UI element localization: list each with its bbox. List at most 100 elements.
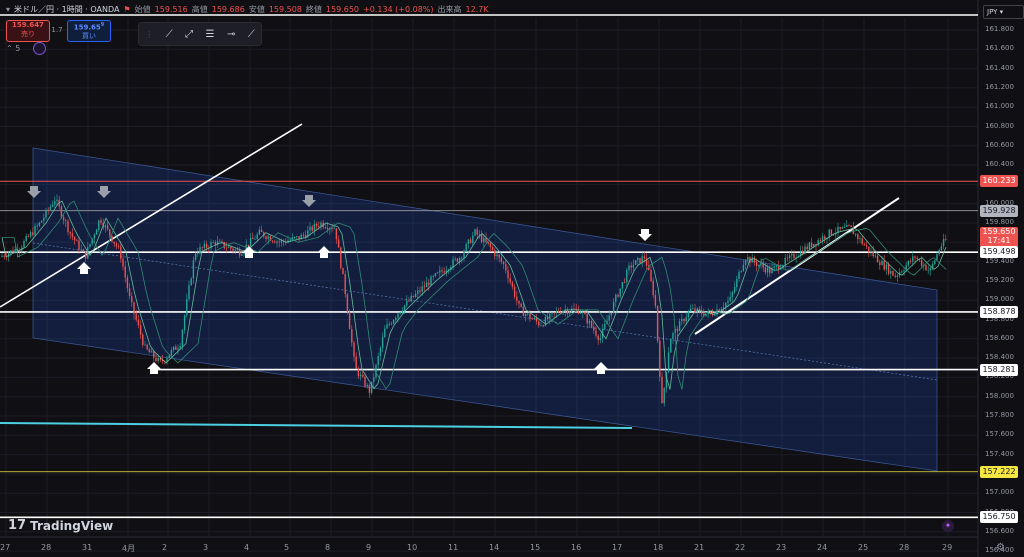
candle-body: [126, 277, 129, 289]
chart-settings-gear-icon[interactable]: ⚙: [996, 542, 1005, 553]
candle-body: [324, 227, 327, 228]
collapse-icon[interactable]: ▾: [6, 4, 11, 14]
horizontal-ray-icon[interactable]: ⊸: [226, 28, 236, 40]
candle-body: [170, 350, 173, 356]
candle-body: [159, 358, 162, 360]
candle-body: [808, 242, 811, 250]
candle-body: [621, 282, 624, 289]
candle-body: [835, 232, 837, 235]
candle-body: [821, 236, 824, 241]
candle-body: [192, 259, 195, 279]
candle-body: [720, 308, 723, 312]
extended-line-icon[interactable]: ⟋: [247, 28, 255, 40]
candle-body: [806, 246, 808, 250]
x-tick-label: 4月: [122, 544, 136, 553]
candle-body: [549, 313, 551, 320]
candle-body: [850, 225, 852, 228]
indicators-toggle[interactable]: ⌃ 5: [6, 44, 21, 53]
candle-body: [51, 204, 54, 207]
candle-body: [201, 247, 203, 249]
candle-body: [709, 311, 712, 314]
candle-body: [830, 229, 833, 235]
candle-body: [529, 313, 531, 319]
candle-body: [903, 270, 905, 272]
candle-body: [456, 258, 459, 262]
candle-body: [443, 271, 445, 273]
dots-handle-icon[interactable]: ⋮: [145, 29, 154, 39]
symbol-title[interactable]: 米ドル／円 · 1時間 · OANDA: [14, 4, 120, 14]
candle-body: [346, 294, 349, 313]
candle-body: [340, 247, 342, 268]
y-tick-label: 159.200: [985, 275, 1014, 284]
candle-body: [5, 256, 8, 258]
sell-button[interactable]: 159.647 売り: [6, 20, 50, 42]
candle-body: [777, 265, 780, 270]
candle-body: [692, 308, 694, 310]
candle-body: [784, 257, 786, 266]
candle-body: [905, 265, 907, 271]
candle-body: [802, 250, 804, 254]
candle-body: [599, 337, 602, 340]
y-tick-label: 159.000: [985, 295, 1014, 304]
candle-body: [478, 234, 481, 236]
candle-body: [744, 260, 747, 265]
candle-body: [117, 246, 120, 248]
candle-body: [940, 246, 943, 251]
candle-body: [861, 238, 863, 245]
price-tag: 159.650 17:41: [980, 227, 1018, 248]
candle-body: [654, 295, 657, 306]
candle-body: [483, 237, 485, 243]
x-tick-label: 18: [653, 543, 664, 552]
candle-body: [318, 226, 320, 227]
candle-body: [428, 282, 430, 286]
price-tag: 160.233: [980, 175, 1018, 188]
candle-body: [461, 257, 463, 259]
candle-body: [608, 315, 610, 321]
candle-body: [40, 220, 43, 223]
candle-body: [56, 199, 58, 201]
candle-body: [586, 314, 588, 324]
candle-body: [914, 256, 916, 258]
candle-body: [491, 247, 494, 250]
candle-body: [54, 200, 56, 205]
buy-button[interactable]: 159.659 買い: [67, 20, 111, 42]
ray-icon[interactable]: ⤢: [185, 28, 194, 40]
candle-body: [685, 317, 687, 322]
sparkle-icon[interactable]: ✦: [942, 520, 954, 532]
candle-body: [384, 328, 386, 338]
candle-body: [610, 312, 613, 316]
candle-body: [615, 294, 617, 302]
candle-body: [274, 241, 276, 243]
currency-selector[interactable]: JPY ▾: [983, 5, 1024, 19]
candle-body: [373, 377, 375, 382]
parallel-channel-icon[interactable]: ☰: [205, 28, 215, 40]
candle-body: [254, 238, 256, 240]
y-tick-label: 157.400: [985, 449, 1014, 458]
candle-body: [430, 276, 432, 286]
candle-body: [390, 323, 393, 325]
candle-body: [597, 335, 599, 340]
candle-body: [359, 374, 362, 377]
y-tick-label: 157.000: [985, 488, 1014, 497]
candle-body: [34, 226, 36, 235]
candle-body: [87, 247, 89, 259]
buy-price-sup: 9: [100, 22, 105, 28]
candle-body: [445, 270, 448, 273]
candle-body: [854, 233, 857, 235]
candle-body: [678, 321, 681, 332]
trend-line: [694, 197, 900, 335]
candle-body: [414, 293, 417, 298]
volume-value: 12.7K: [465, 4, 489, 14]
candle-body: [62, 216, 65, 221]
candle-body: [115, 243, 118, 247]
settings-circle-icon[interactable]: [33, 42, 46, 55]
candle-body: [630, 265, 632, 268]
close-value: 159.650: [325, 4, 360, 14]
candle-body: [368, 385, 371, 393]
candle-body: [788, 255, 791, 259]
candle-body: [366, 385, 368, 387]
candle-body: [412, 295, 415, 298]
trend-line-icon[interactable]: ⟋: [165, 28, 173, 40]
candle-body: [494, 249, 496, 257]
